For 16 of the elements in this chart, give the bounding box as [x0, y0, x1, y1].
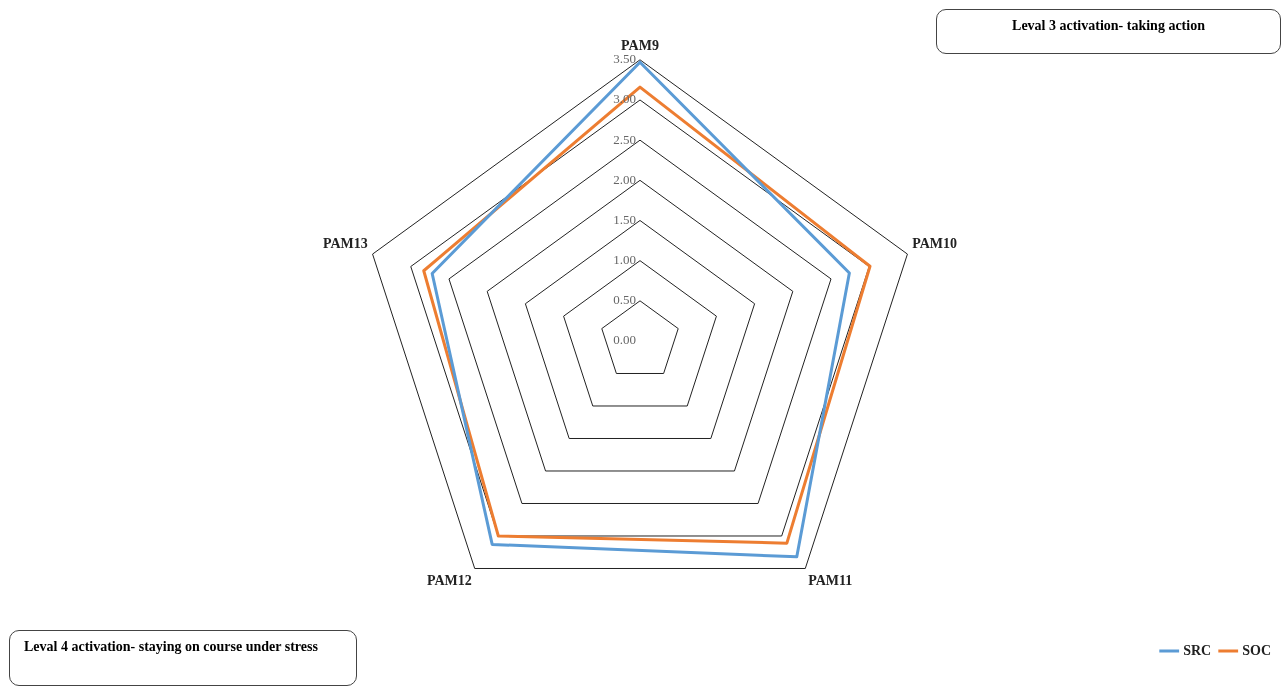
- text: Leval 3 activation- taking action: [936, 9, 1281, 54]
- y-tick-label: 1.00: [613, 252, 636, 268]
- spoke-label: PAM9: [621, 38, 659, 54]
- spoke-label: PAM11: [808, 572, 853, 588]
- spoke-label: PAM13: [322, 235, 368, 251]
- y-tick-label: 2.50: [613, 131, 636, 147]
- y-tick-label: 1.50: [613, 211, 636, 227]
- legend-label: SOC: [1242, 642, 1272, 658]
- spoke-label: PAM12: [426, 572, 472, 588]
- y-tick-label: 0.50: [613, 292, 636, 308]
- text: Leval 4 activation- staying on course under stress: [9, 630, 357, 686]
- spoke-label: PAM10: [912, 235, 958, 251]
- y-tick-label: 2.00: [613, 171, 636, 187]
- y-tick-label: 0.00: [613, 332, 636, 348]
- y-tick-label: 3.50: [613, 51, 636, 67]
- legend-label: SRC: [1183, 642, 1212, 658]
